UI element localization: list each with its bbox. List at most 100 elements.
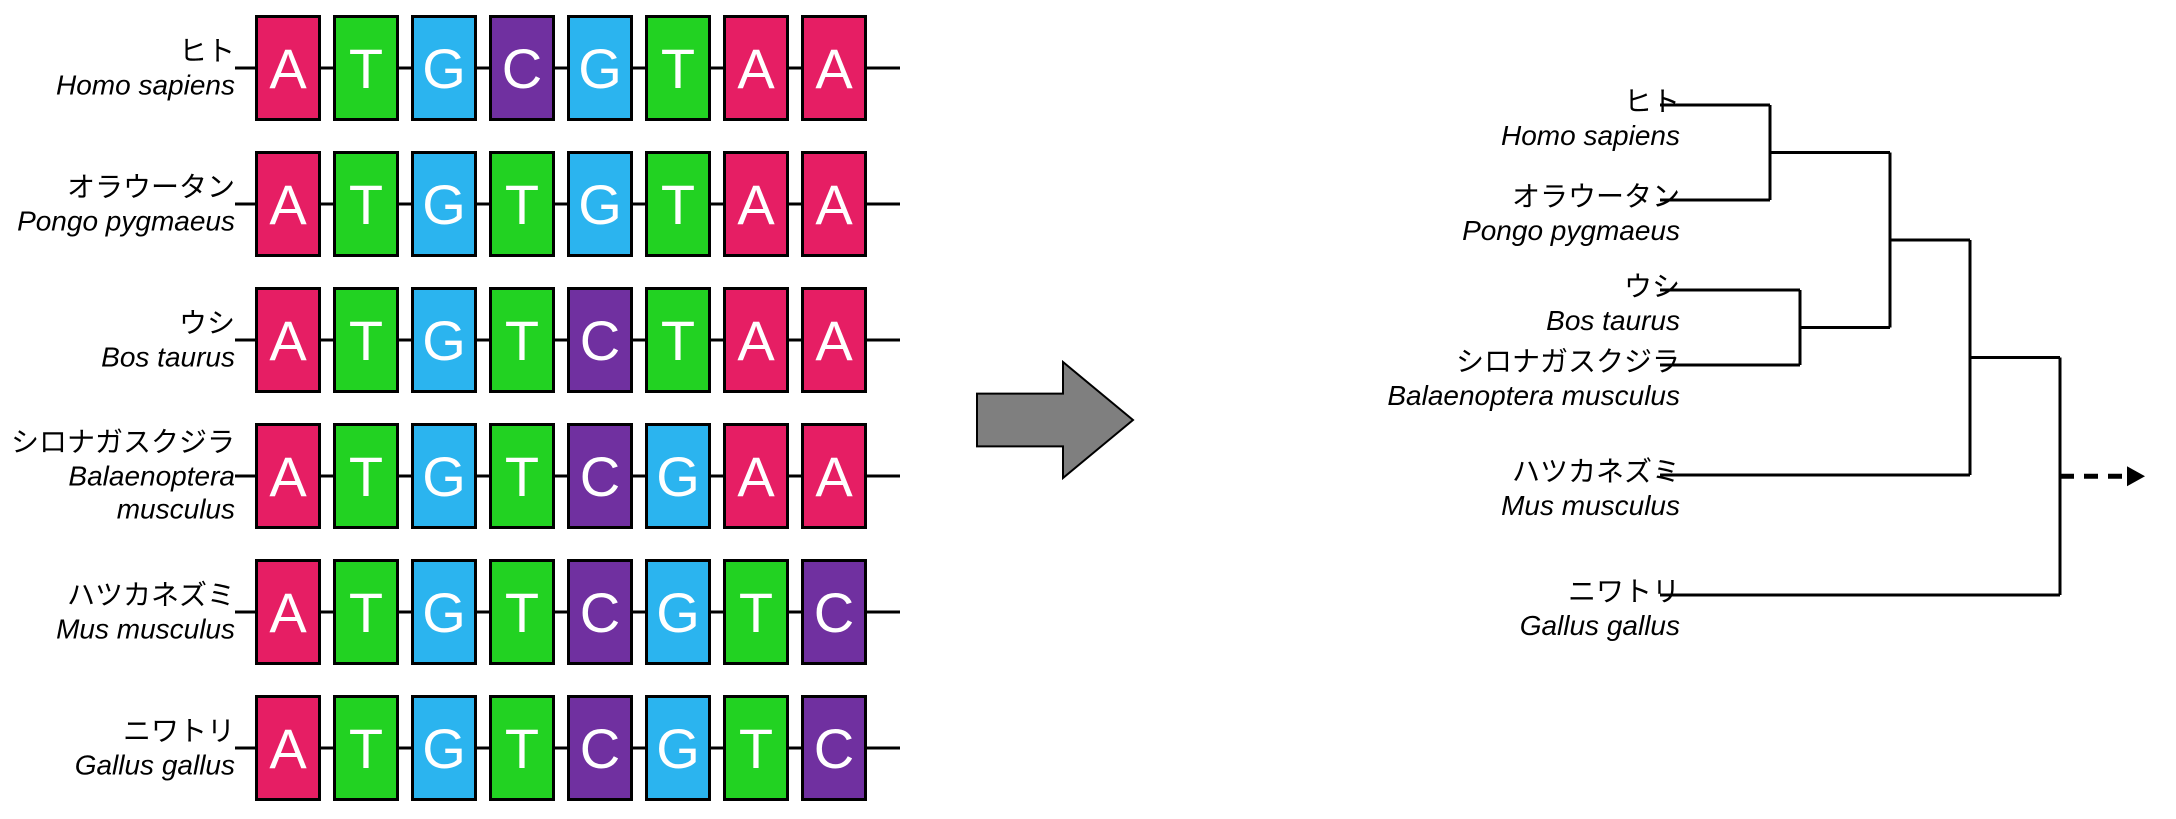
base-box: G [411, 423, 477, 529]
base-box: A [801, 423, 867, 529]
base-box: T [333, 151, 399, 257]
sequence-bases: ATGTCGAA [255, 423, 867, 529]
base-box: T [489, 695, 555, 801]
sequence-row: ウシBos taurusATGTCTAA [0, 272, 910, 408]
base-box: T [489, 287, 555, 393]
base-box: A [255, 423, 321, 529]
base-box: G [567, 151, 633, 257]
base-box: G [411, 695, 477, 801]
base-box: T [333, 15, 399, 121]
base-box: A [255, 559, 321, 665]
base-box: G [411, 287, 477, 393]
base-box: T [723, 559, 789, 665]
sequence-row: ヒトHomo sapiensATGCGTAA [0, 0, 910, 136]
base-box: T [333, 559, 399, 665]
base-box: G [645, 695, 711, 801]
species-name-latin: Bos taurus [101, 340, 235, 374]
base-box: A [255, 695, 321, 801]
base-box: G [411, 151, 477, 257]
base-box: G [645, 423, 711, 529]
base-box: C [567, 423, 633, 529]
base-box: G [411, 559, 477, 665]
base-box: T [489, 151, 555, 257]
base-box: C [567, 695, 633, 801]
species-label: オラウータンPongo pygmaeus [17, 170, 235, 237]
tree-leaf-jp: ヒト [1501, 85, 1680, 119]
species-name-jp: ハツカネズミ [56, 578, 235, 612]
phylogenetic-tree-panel: ヒトHomo sapiens オラウータンPongo pygmaeus ウシBos … [1170, 85, 2160, 705]
sequence-bases: ATGTCGTC [255, 695, 867, 801]
base-box: T [645, 287, 711, 393]
sequence-alignment-panel: ヒトHomo sapiensATGCGTAAオラウータンPongo pygmae… [0, 0, 910, 816]
tree-leaf-latin: Gallus gallus [1520, 609, 1680, 643]
tree-leaf-jp: ハツカネズミ [1501, 455, 1680, 489]
sequence-row: ニワトリGallus gallusATGTCGTC [0, 680, 910, 816]
tree-leaf-label: ハツカネズミMus musculus [1501, 455, 1680, 522]
base-box: T [333, 423, 399, 529]
base-box: A [801, 287, 867, 393]
base-box: T [723, 695, 789, 801]
tree-leaf-label: ヒトHomo sapiens [1501, 85, 1680, 152]
base-box: A [801, 15, 867, 121]
species-name-jp: シロナガスクジラ [0, 426, 235, 460]
base-box: T [645, 151, 711, 257]
base-box: G [645, 559, 711, 665]
species-name-jp: ヒト [56, 34, 235, 68]
species-name-latin: Homo sapiens [56, 68, 235, 102]
base-box: T [333, 695, 399, 801]
base-box: T [489, 559, 555, 665]
base-box: A [255, 151, 321, 257]
arrow-region [975, 360, 1135, 485]
base-box: A [723, 151, 789, 257]
tree-leaf-jp: ニワトリ [1520, 575, 1680, 609]
tree-leaf-label: シロナガスクジラBalaenoptera musculus [1387, 345, 1680, 412]
base-box: A [723, 15, 789, 121]
species-label: ニワトリGallus gallus [75, 714, 235, 781]
base-box: C [801, 695, 867, 801]
species-name-jp: ニワトリ [75, 714, 235, 748]
sequence-bases: ATGCGTAA [255, 15, 867, 121]
tree-leaf-label: ニワトリGallus gallus [1520, 575, 1680, 642]
base-box: A [801, 151, 867, 257]
sequence-row: ハツカネズミMus musculusATGTCGTC [0, 544, 910, 680]
base-box: C [801, 559, 867, 665]
sequence-bases: ATGTGTAA [255, 151, 867, 257]
species-label: ハツカネズミMus musculus [56, 578, 235, 645]
species-name-latin: Balaenoptera musculus [0, 459, 235, 526]
sequence-row: シロナガスクジラBalaenoptera musculusATGTCGAA [0, 408, 910, 544]
species-label: ウシBos taurus [101, 306, 235, 373]
base-box: A [723, 423, 789, 529]
species-label: シロナガスクジラBalaenoptera musculus [0, 426, 235, 527]
base-box: C [567, 287, 633, 393]
base-box: T [645, 15, 711, 121]
tree-leaf-jp: シロナガスクジラ [1387, 345, 1680, 379]
species-name-jp: ウシ [101, 306, 235, 340]
species-name-latin: Gallus gallus [75, 748, 235, 782]
base-box: T [489, 423, 555, 529]
tree-leaf-latin: Bos taurus [1546, 304, 1680, 338]
species-name-latin: Mus musculus [56, 612, 235, 646]
base-box: C [567, 559, 633, 665]
tree-leaf-label: オラウータンPongo pygmaeus [1462, 180, 1680, 247]
tree-leaf-latin: Homo sapiens [1501, 119, 1680, 153]
base-box: G [567, 15, 633, 121]
base-box: A [255, 15, 321, 121]
sequence-bases: ATGTCTAA [255, 287, 867, 393]
tree-leaf-latin: Balaenoptera musculus [1387, 379, 1680, 413]
species-name-jp: オラウータン [17, 170, 235, 204]
sequence-row: オラウータンPongo pygmaeusATGTGTAA [0, 136, 910, 272]
species-label: ヒトHomo sapiens [56, 34, 235, 101]
arrow-icon [975, 360, 1135, 480]
species-name-latin: Pongo pygmaeus [17, 204, 235, 238]
sequence-bases: ATGTCGTC [255, 559, 867, 665]
tree-leaf-label: ウシBos taurus [1546, 270, 1680, 337]
tree-leaf-latin: Pongo pygmaeus [1462, 214, 1680, 248]
tree-leaf-latin: Mus musculus [1501, 489, 1680, 523]
tree-leaf-jp: ウシ [1546, 270, 1680, 304]
base-box: C [489, 15, 555, 121]
base-box: A [255, 287, 321, 393]
base-box: A [723, 287, 789, 393]
base-box: T [333, 287, 399, 393]
tree-leaf-jp: オラウータン [1462, 180, 1680, 214]
base-box: G [411, 15, 477, 121]
